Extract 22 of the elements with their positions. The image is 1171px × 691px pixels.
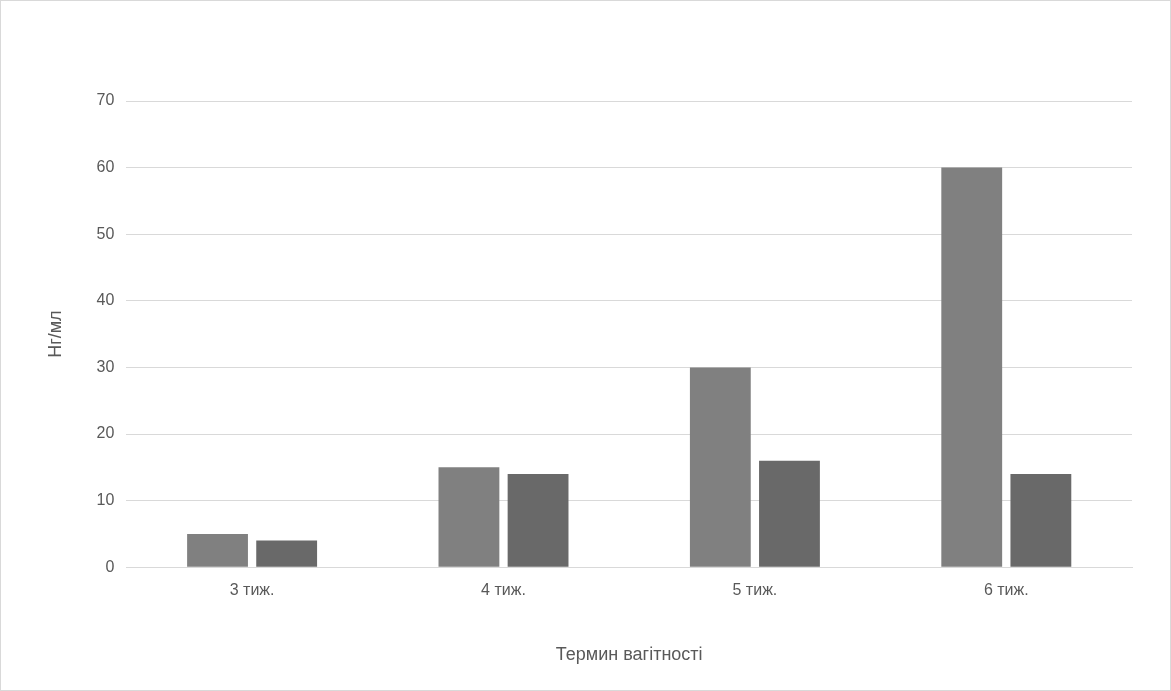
bar [689,367,751,567]
bar [1010,473,1072,567]
x-tick-label: 3 тиж. [229,581,275,599]
bar [759,460,820,567]
bar [187,533,248,567]
y-tick-label: 20 [96,424,115,442]
y-axis-title: Нг/мл [44,310,65,358]
bar [941,167,1003,567]
y-tick-label: 70 [96,91,115,109]
x-axis-title: Термин вагітності [555,644,703,665]
y-tick-label: 10 [96,491,115,509]
y-tick-label: 0 [105,557,115,575]
y-tick-label: 30 [96,357,115,375]
x-tick-label: 4 тиж. [481,581,526,599]
x-tick-label: 5 тиж. [732,581,778,599]
y-tick-label: 60 [96,158,115,176]
bar [507,473,569,567]
y-tick-label: 50 [96,224,115,242]
y-tick-label: 40 [96,291,115,309]
bar [256,540,318,567]
x-tick-label: 6 тиж. [983,581,1029,599]
bar [438,467,500,567]
